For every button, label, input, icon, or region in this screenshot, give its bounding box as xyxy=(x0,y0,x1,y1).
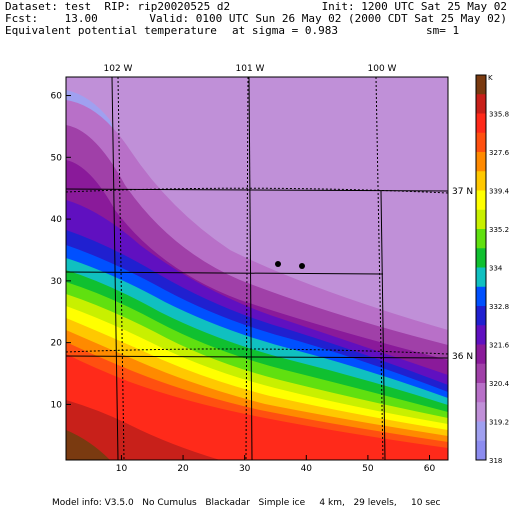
legend-swatch xyxy=(476,113,486,134)
x-tick-label: 10 xyxy=(116,464,128,474)
legend-swatch xyxy=(476,132,486,153)
model-info: Model info: V3.5.0 No Cumulus Blackadar … xyxy=(52,498,441,508)
legend-label: 335.2 xyxy=(489,226,509,234)
legend-swatch xyxy=(476,440,486,461)
legend-swatch xyxy=(476,325,486,345)
station-marker xyxy=(299,263,305,269)
x-tick-label: 20 xyxy=(177,464,189,474)
legend-swatch xyxy=(476,209,486,230)
legend-swatch xyxy=(476,94,486,114)
legend-swatch xyxy=(476,286,486,307)
lon-label: 102 W xyxy=(104,64,133,74)
legend-label: 319.2 xyxy=(489,419,509,427)
x-tick-label: 50 xyxy=(362,464,374,474)
y-tick-label: 40 xyxy=(51,215,63,225)
lat-label: 37 N xyxy=(452,187,473,197)
y-axis: 10 20 30 40 50 60 xyxy=(51,92,71,410)
dataset-label: Dataset: test RIP: rip20020525 d2 xyxy=(5,0,231,13)
legend-frame xyxy=(475,74,487,461)
lat-label: 36 N xyxy=(452,352,473,362)
sigma-level: at sigma = 0.983 xyxy=(232,24,338,37)
map-frame xyxy=(65,76,449,461)
legend-swatch xyxy=(476,190,486,211)
graticule xyxy=(65,76,449,461)
legend-swatch xyxy=(476,306,486,326)
legend-swatch xyxy=(476,421,486,442)
legend-swatch xyxy=(476,383,486,403)
legend-swatch xyxy=(476,267,486,288)
smoothing: sm= 1 xyxy=(426,24,460,37)
valid-time: Valid: 0100 UTC Sun 26 May 02 (2000 CDT … xyxy=(149,12,507,25)
legend-swatch xyxy=(476,363,486,384)
init-time: Init: 1200 UTC Sat 25 May 02 xyxy=(321,0,507,13)
y-tick-label: 60 xyxy=(51,92,63,102)
legend-swatch xyxy=(476,171,486,191)
color-legend: K 335.8 327.6 339.4 335.2 334 332.8 321.6 320.4… xyxy=(475,74,510,465)
y-tick-label: 20 xyxy=(51,339,63,349)
x-tick-label: 40 xyxy=(301,464,313,474)
field-name: Equivalent potential temperature xyxy=(5,24,217,37)
forecast-hour: Fcst: 13.00 xyxy=(5,12,98,25)
lon-label: 101 W xyxy=(236,64,265,74)
legend-swatch xyxy=(476,152,486,172)
legend-swatch xyxy=(476,229,486,249)
y-tick-label: 50 xyxy=(51,153,63,163)
legend-label: 339.4 xyxy=(489,188,510,196)
legend-label: 320.4 xyxy=(489,380,510,388)
y-tick-label: 30 xyxy=(51,277,63,287)
legend-label: 321.6 xyxy=(489,342,510,350)
legend-label: 332.8 xyxy=(489,303,509,311)
theta-e-field xyxy=(66,77,448,460)
legend-unit: K xyxy=(488,74,493,82)
legend-swatch xyxy=(476,248,486,268)
y-tick-label: 10 xyxy=(51,400,63,410)
station-marker xyxy=(275,261,281,267)
legend-label: 334 xyxy=(489,265,503,273)
x-tick-label: 30 xyxy=(239,464,251,474)
legend-swatch xyxy=(476,75,486,95)
legend-label: 335.8 xyxy=(489,111,509,119)
legend-label: 327.6 xyxy=(489,149,510,157)
legend-swatch xyxy=(476,344,486,365)
lon-label: 100 W xyxy=(368,64,397,74)
legend-label: 318 xyxy=(489,457,502,465)
x-tick-label: 60 xyxy=(424,464,436,474)
legend-swatch xyxy=(476,402,486,422)
x-axis: 10 20 30 40 50 60 xyxy=(116,455,436,474)
state-borders xyxy=(65,76,449,461)
